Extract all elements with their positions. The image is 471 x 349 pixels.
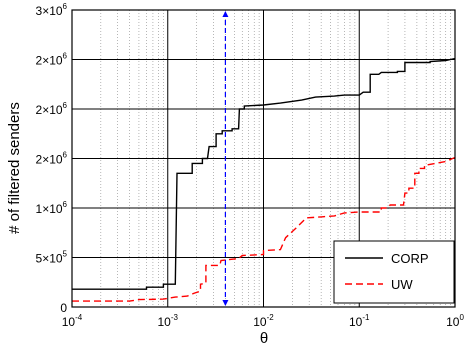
y-tick-label: 1×106 (36, 200, 68, 216)
series-line-corp (72, 57, 456, 290)
legend: CORP UW (333, 240, 455, 304)
y-tick-label: 0 (60, 301, 67, 315)
marker-arrowhead-bottom (222, 300, 229, 306)
x-tick-label: 100 (446, 313, 464, 329)
x-tick-label: 10-1 (349, 313, 370, 329)
x-tick-label: 10-4 (62, 313, 83, 329)
y-axis-label: # of filtered senders (6, 102, 23, 234)
legend-box (333, 240, 455, 304)
x-tick-label: 10-3 (158, 313, 179, 329)
y-tick-label: 2×106 (36, 151, 68, 167)
x-axis-label: θ (260, 330, 268, 347)
x-tick-labels: 10-4 10-3 10-2 10-1 100 (62, 313, 465, 329)
y-tick-label: 2×106 (36, 101, 68, 117)
plot-frame (71, 9, 456, 308)
major-gridlines (72, 10, 455, 307)
y-tick-label: 3×106 (36, 2, 68, 18)
legend-label-corp: CORP (391, 251, 429, 266)
y-tick-label: 5×105 (36, 250, 68, 266)
y-tick-labels: 0 5×105 1×106 2×106 2×106 2×106 3×106 (36, 2, 68, 315)
x-tick-label: 10-2 (253, 313, 274, 329)
series-layer (72, 57, 456, 302)
y-tick-label: 2×106 (36, 52, 68, 68)
legend-label-uw: UW (391, 277, 413, 292)
marker-line-layer (222, 11, 229, 306)
marker-arrowhead-top (222, 11, 229, 17)
series-line-uw (72, 156, 456, 302)
